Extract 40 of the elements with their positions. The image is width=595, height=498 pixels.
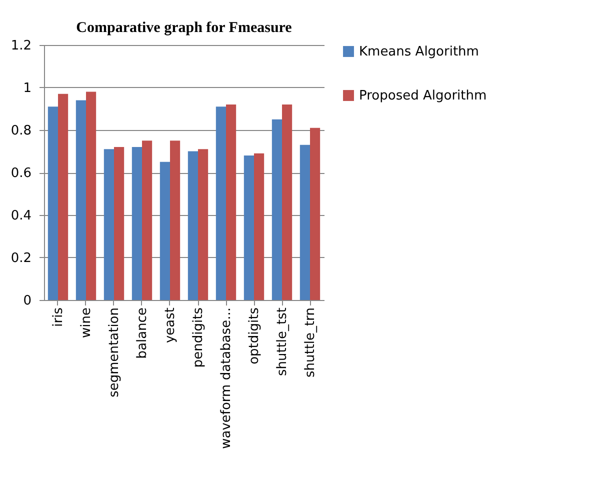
x-tick-label: optdigits [247, 307, 262, 364]
bar [76, 100, 86, 300]
chart-title: Comparative graph for Fmeasure [76, 20, 292, 36]
bar [160, 162, 170, 300]
x-tick-label: iris [51, 307, 66, 327]
x-tick-label: waveform database... [219, 308, 234, 449]
bar [272, 119, 282, 300]
bar [114, 147, 124, 300]
bar [300, 144, 310, 300]
y-tick-label: 0.4 [10, 208, 32, 224]
bar [132, 147, 142, 300]
x-tick-label: segmentation [107, 308, 122, 398]
x-tick-label: shuttle_tst [275, 308, 290, 376]
y-tick-label: 1 [23, 81, 32, 96]
bar [48, 106, 58, 300]
x-tick-label: shuttle_trn [303, 308, 318, 378]
x-tick-label: wine [79, 308, 94, 338]
x-tick-label: yeast [163, 308, 178, 344]
bar [86, 92, 96, 300]
y-tick-label: 0 [23, 294, 32, 308]
bar [216, 106, 226, 300]
legend-label: Kmeans Algorithm [359, 44, 479, 60]
y-tick-label: 0.6 [10, 166, 32, 181]
legend-label: Proposed Algorithm [359, 88, 487, 104]
x-tick-label: balance [135, 308, 150, 359]
bar [58, 94, 68, 300]
bar [142, 140, 152, 300]
y-tick-label: 0.8 [10, 124, 32, 138]
bar [226, 104, 236, 300]
bar [198, 149, 208, 300]
bar [244, 156, 254, 300]
bar [282, 104, 292, 300]
bar [254, 153, 264, 300]
y-tick-label: 1.2 [10, 38, 32, 54]
y-tick-label: 0.2 [10, 251, 32, 266]
x-tick-label: pendigits [191, 307, 206, 368]
bar [104, 149, 114, 300]
bar [170, 140, 180, 300]
bar [188, 151, 198, 300]
bar [310, 128, 320, 300]
